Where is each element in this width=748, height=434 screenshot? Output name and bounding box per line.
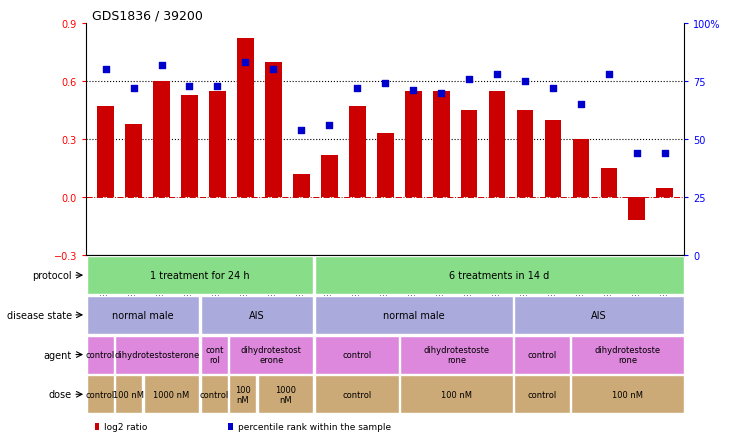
Bar	[321, 155, 337, 198]
Point	[659, 150, 671, 157]
Text: 1000 nM: 1000 nM	[153, 390, 190, 399]
Bar	[514, 296, 684, 334]
Bar	[237, 39, 254, 198]
Text: control: control	[527, 350, 557, 359]
Bar	[87, 375, 114, 414]
Text: dihydrotestoste
rone: dihydrotestoste rone	[595, 345, 660, 365]
Bar	[405, 92, 422, 198]
Text: dihydrotestost
erone: dihydrotestost erone	[241, 345, 301, 365]
Bar	[461, 111, 477, 198]
Bar	[572, 140, 589, 198]
Text: agent: agent	[43, 350, 72, 360]
Bar	[94, 423, 99, 431]
Bar	[545, 121, 562, 198]
Bar	[601, 169, 617, 198]
Text: percentile rank within the sample: percentile rank within the sample	[239, 422, 391, 431]
Bar	[209, 92, 226, 198]
Bar	[87, 256, 313, 295]
Text: 100 nM: 100 nM	[113, 390, 144, 399]
Text: control: control	[527, 390, 557, 399]
Bar	[153, 82, 170, 198]
Bar	[97, 107, 114, 198]
Bar	[514, 375, 570, 414]
Bar	[657, 188, 673, 198]
Text: 100
nM: 100 nM	[235, 385, 251, 404]
Text: GDS1836 / 39200: GDS1836 / 39200	[92, 10, 203, 23]
Point	[352, 85, 364, 92]
Text: 1000
nM: 1000 nM	[275, 385, 296, 404]
Bar	[315, 296, 513, 334]
Bar	[125, 124, 142, 198]
Text: dose: dose	[49, 389, 72, 399]
Point	[99, 67, 111, 74]
Text: dihydrotestosterone: dihydrotestosterone	[114, 350, 200, 359]
Text: control: control	[85, 390, 115, 399]
Bar	[315, 336, 399, 374]
Point	[183, 83, 195, 90]
Bar	[315, 375, 399, 414]
Point	[463, 76, 475, 83]
Text: 100 nM: 100 nM	[612, 390, 643, 399]
Point	[323, 122, 335, 129]
Text: disease state: disease state	[7, 310, 72, 320]
Bar	[349, 107, 366, 198]
Text: protocol: protocol	[32, 270, 72, 280]
Text: AIS: AIS	[249, 310, 265, 320]
Bar	[87, 336, 114, 374]
Bar	[228, 423, 233, 431]
Text: dihydrotestoste
rone: dihydrotestoste rone	[423, 345, 489, 365]
Bar	[115, 336, 200, 374]
Bar	[517, 111, 533, 198]
Bar	[628, 198, 646, 221]
Bar	[229, 375, 257, 414]
Point	[295, 127, 307, 134]
Point	[519, 79, 531, 85]
Point	[239, 60, 251, 67]
Point	[128, 85, 140, 92]
Text: AIS: AIS	[591, 310, 607, 320]
Point	[435, 90, 447, 97]
Text: control: control	[342, 390, 371, 399]
Bar	[315, 256, 684, 295]
Bar	[433, 92, 450, 198]
Bar	[200, 296, 313, 334]
Point	[156, 62, 168, 69]
Point	[547, 85, 559, 92]
Text: control: control	[342, 350, 371, 359]
Point	[491, 72, 503, 79]
Point	[379, 81, 391, 88]
Point	[267, 67, 279, 74]
Bar	[144, 375, 200, 414]
Bar	[571, 375, 684, 414]
Text: log2 ratio: log2 ratio	[105, 422, 148, 431]
Text: 1 treatment for 24 h: 1 treatment for 24 h	[150, 270, 250, 280]
Bar	[293, 174, 310, 198]
Bar	[571, 336, 684, 374]
Bar	[514, 336, 570, 374]
Text: cont
rol: cont rol	[205, 345, 224, 365]
Text: normal male: normal male	[112, 310, 174, 320]
Text: normal male: normal male	[383, 310, 444, 320]
Bar	[87, 296, 200, 334]
Bar	[377, 134, 393, 198]
Point	[212, 83, 224, 90]
Text: control: control	[200, 390, 229, 399]
Text: control: control	[85, 350, 115, 359]
Bar	[257, 375, 313, 414]
Point	[407, 88, 419, 95]
Text: 100 nM: 100 nM	[441, 390, 472, 399]
Text: 6 treatments in 14 d: 6 treatments in 14 d	[449, 270, 549, 280]
Bar	[229, 336, 313, 374]
Bar	[400, 375, 513, 414]
Point	[575, 102, 587, 108]
Bar	[400, 336, 513, 374]
Bar	[115, 375, 142, 414]
Point	[603, 72, 615, 79]
Bar	[200, 336, 228, 374]
Bar	[488, 92, 506, 198]
Point	[631, 150, 643, 157]
Bar	[200, 375, 228, 414]
Bar	[181, 95, 198, 198]
Bar	[265, 62, 282, 198]
